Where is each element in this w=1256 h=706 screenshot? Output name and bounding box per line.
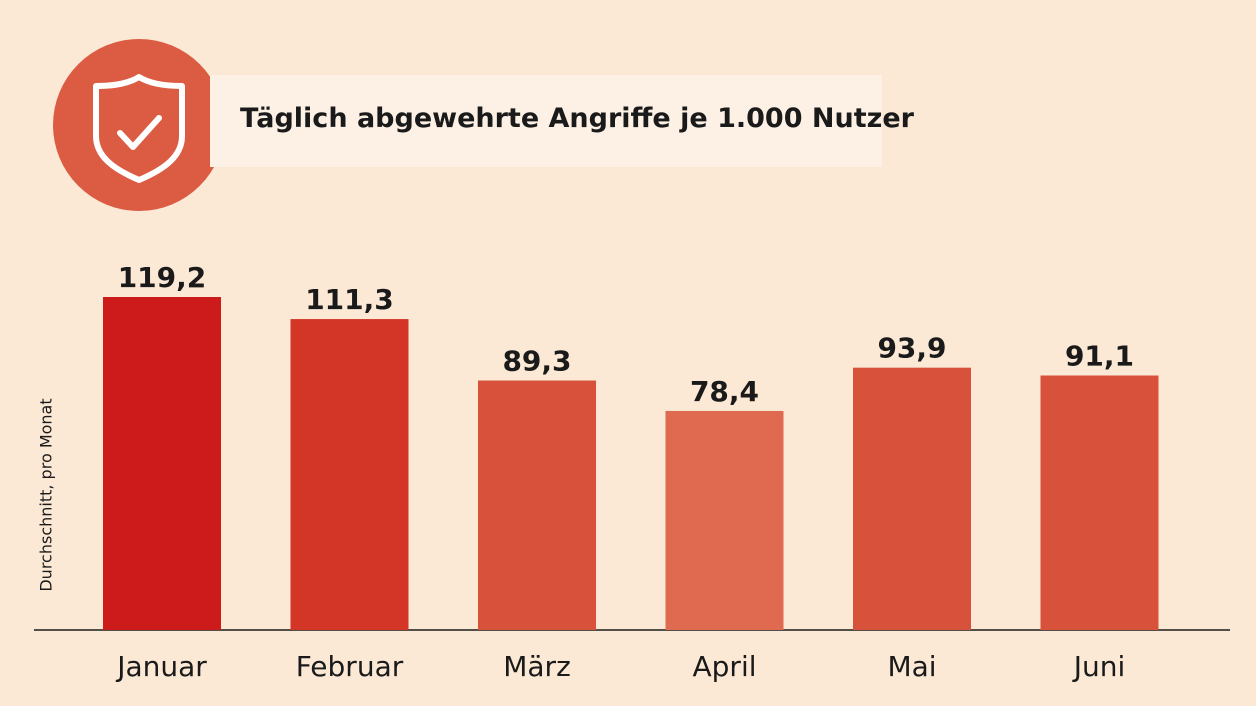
bar-mai — [853, 367, 971, 630]
value-label: 89,3 — [502, 345, 571, 378]
bar-märz — [478, 380, 596, 630]
value-label: 93,9 — [877, 332, 946, 365]
shield-check-icon — [93, 74, 185, 183]
category-label: Mai — [887, 650, 936, 683]
chart-title: Täglich abgewehrte Angriffe je 1.000 Nut… — [240, 103, 914, 134]
bar-januar — [103, 297, 221, 630]
category-label: Januar — [115, 650, 207, 683]
category-label: Februar — [296, 650, 404, 683]
category-label: Juni — [1072, 650, 1126, 683]
bar-april — [665, 410, 784, 630]
category-label: März — [503, 650, 571, 683]
value-label: 78,4 — [690, 375, 759, 408]
bar-juni — [1040, 375, 1159, 630]
value-label: 91,1 — [1065, 340, 1134, 373]
value-label: 111,3 — [305, 283, 394, 316]
title-box — [210, 75, 882, 167]
value-label: 119,2 — [118, 261, 207, 294]
category-label: April — [693, 650, 757, 683]
bar-februar — [290, 319, 409, 630]
shield-logo — [53, 39, 225, 211]
